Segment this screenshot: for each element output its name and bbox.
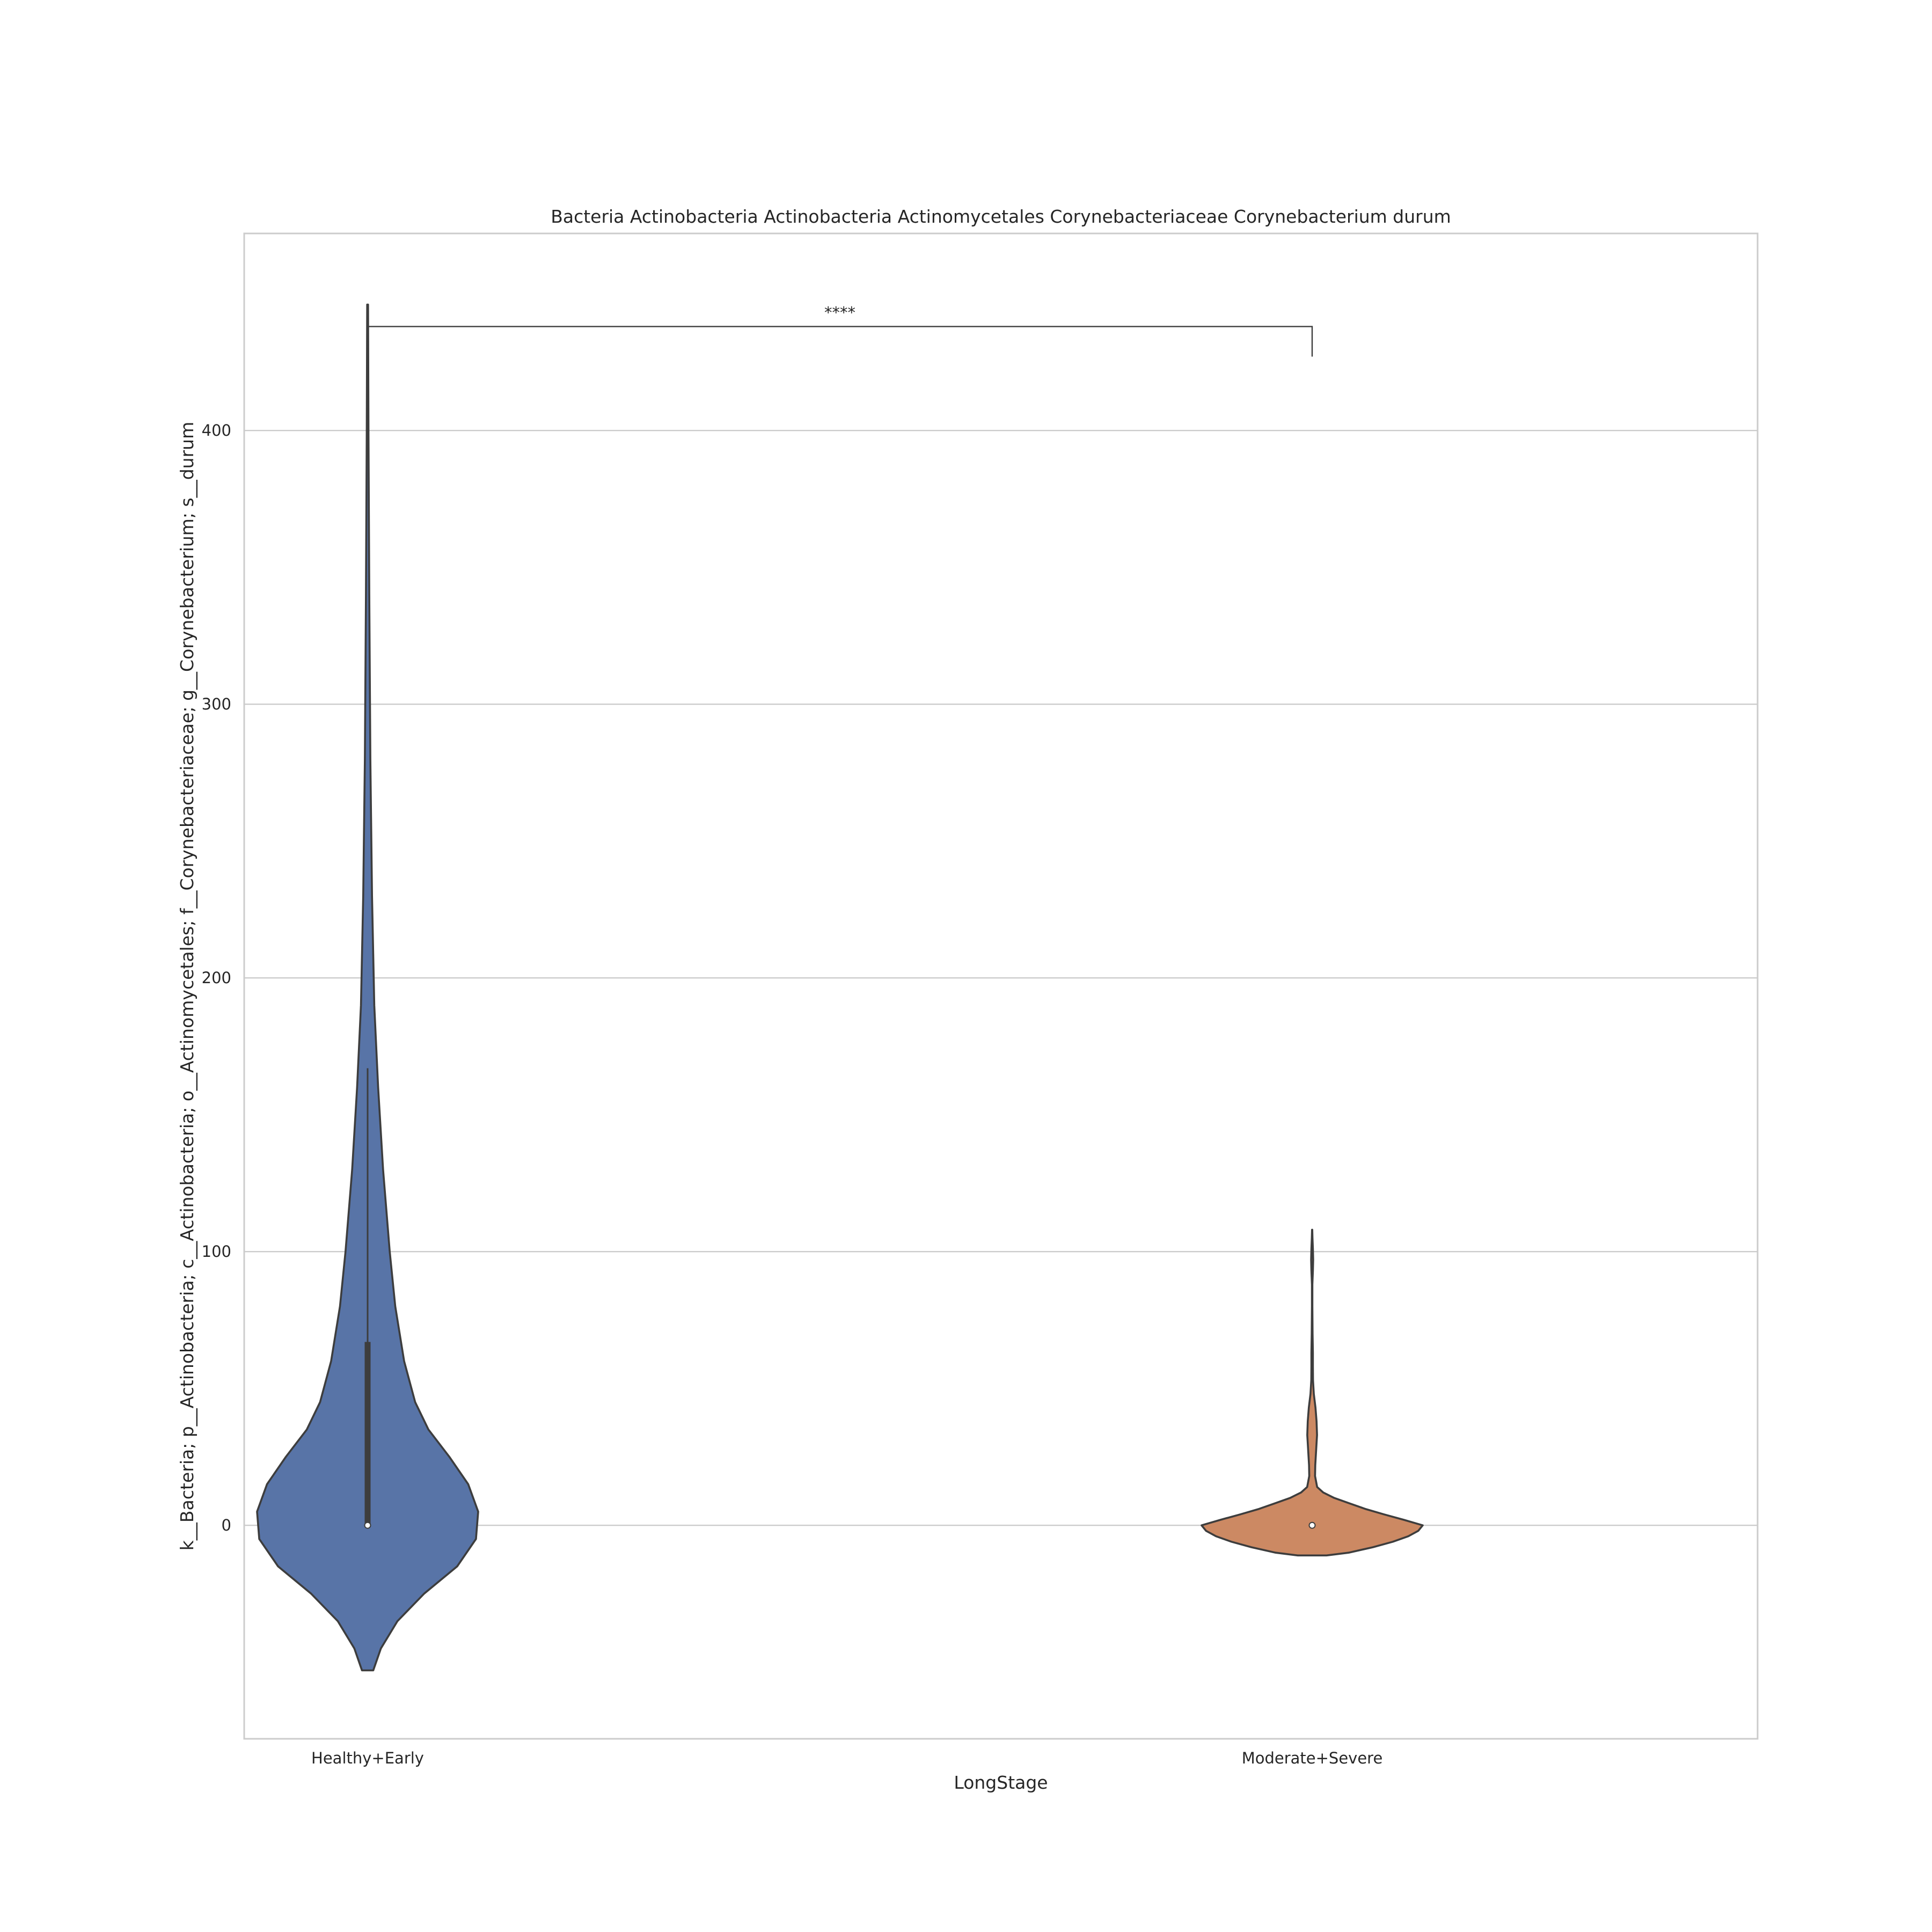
y-axis-ticks: 0 100 200 300 400 xyxy=(202,421,231,1534)
chart-title: Bacteria Actinobacteria Actinobacteria A… xyxy=(551,206,1451,227)
violin-1 xyxy=(1201,1228,1424,1557)
y-tick-label-0: 0 xyxy=(222,1516,231,1534)
y-tick-label-200: 200 xyxy=(202,969,231,987)
x-tick-label-1: Moderate+Severe xyxy=(1242,1749,1383,1767)
significance-annotation: **** xyxy=(368,303,1313,357)
x-axis-title: LongStage xyxy=(954,1772,1048,1793)
violins xyxy=(256,303,1424,1672)
plot-frame xyxy=(243,232,1759,1740)
significance-bracket xyxy=(368,326,1313,357)
violin-0 xyxy=(256,303,479,1672)
median-dot-1 xyxy=(1308,1521,1316,1529)
x-axis-ticks: Healthy+Early Moderate+Severe xyxy=(311,1749,1382,1767)
y-tick-label-400: 400 xyxy=(202,421,231,440)
significance-label: **** xyxy=(824,303,855,321)
grid-lines xyxy=(244,430,1758,1526)
y-axis-title: k__Bacteria; p__Actinobacteria; c__Actin… xyxy=(177,422,197,1550)
box-markers xyxy=(364,1068,1316,1529)
median-dot-0 xyxy=(364,1521,371,1529)
y-tick-label-300: 300 xyxy=(202,695,231,713)
x-tick-label-0: Healthy+Early xyxy=(311,1749,424,1767)
y-tick-label-100: 100 xyxy=(202,1242,231,1261)
